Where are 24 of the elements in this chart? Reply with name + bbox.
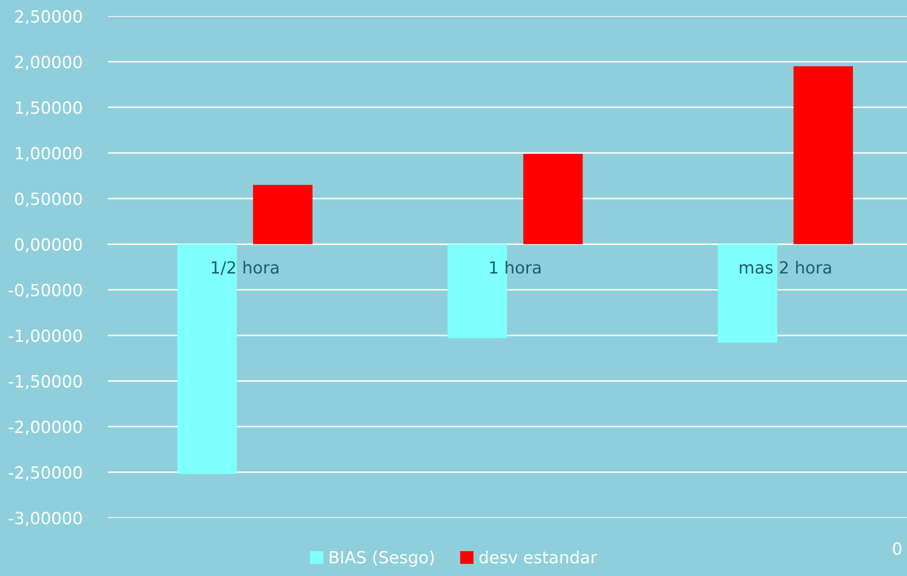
x-tick-label: 1 hora xyxy=(490,260,541,274)
y-tick-label: -1,50000 xyxy=(8,374,82,390)
legend-label: BIAS (Sesgo) xyxy=(330,550,434,567)
bar xyxy=(177,244,237,474)
bar xyxy=(253,184,312,244)
y-tick-label: 1,50000 xyxy=(16,101,82,116)
y-tick-label: 2,00000 xyxy=(15,56,82,70)
y-tick-label: 0,50000 xyxy=(15,192,82,207)
x-tick-label: 1/2 hora xyxy=(212,260,278,276)
bar xyxy=(794,66,853,244)
text: 0 xyxy=(892,542,902,555)
y-tick-label: -1,00000 xyxy=(8,329,82,344)
bar xyxy=(448,244,508,338)
y-tick-label: 0,00000 xyxy=(15,238,82,252)
y-tick-label: -3,00000 xyxy=(8,512,82,526)
y-tick-label: 2,50000 xyxy=(15,10,82,24)
bar xyxy=(523,154,583,244)
y-tick-label: -2,00000 xyxy=(8,420,82,435)
bar xyxy=(718,244,778,343)
legend-label: desv estandar xyxy=(479,550,598,564)
y-tick-label: -2,50000 xyxy=(8,466,82,480)
y-tick-label: -0,50000 xyxy=(8,284,82,298)
y-tick-label: 1,00000 xyxy=(16,146,82,162)
x-tick-label: mas 2 hora xyxy=(740,260,831,274)
